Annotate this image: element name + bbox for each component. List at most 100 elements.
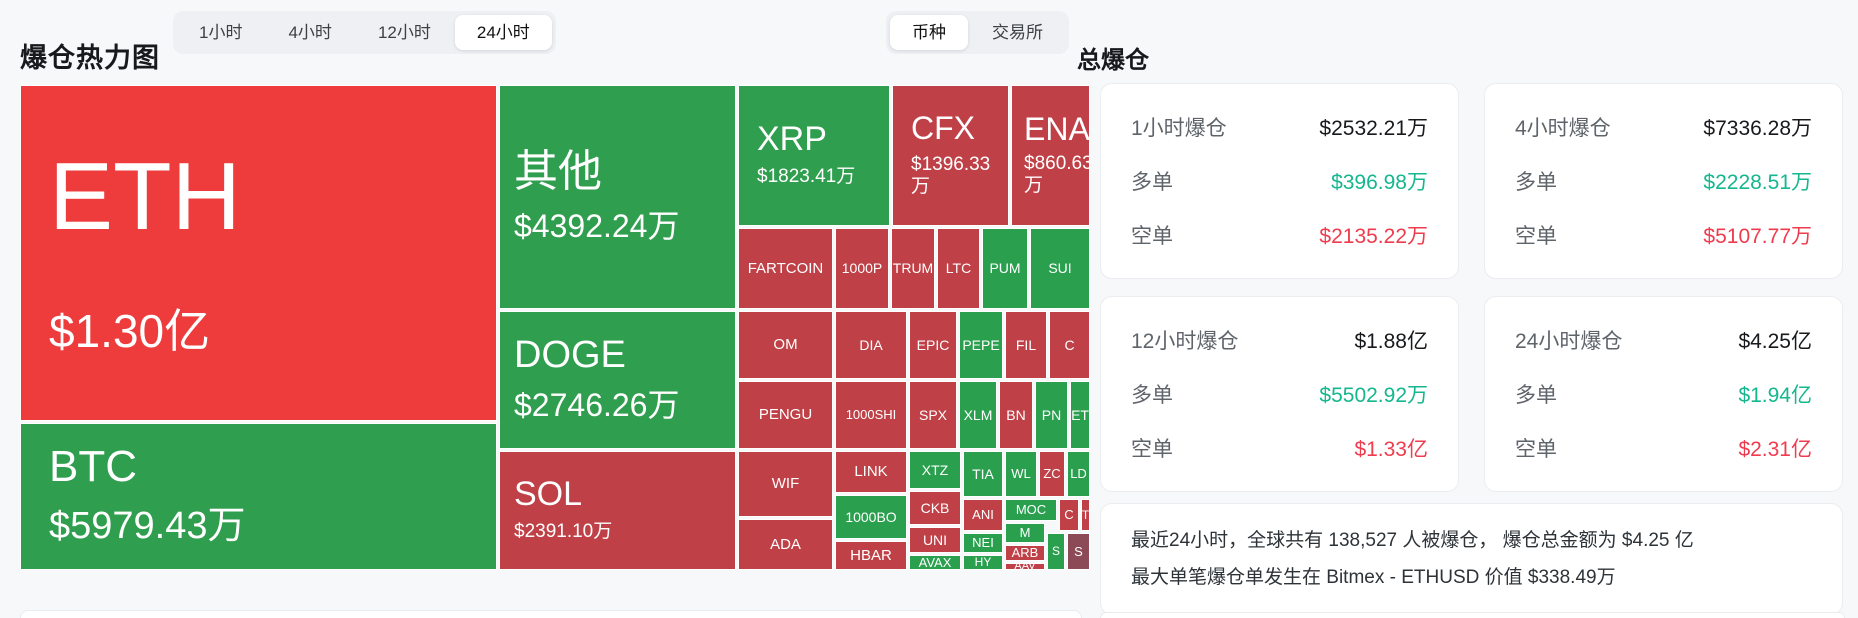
treemap-cell-dia[interactable]: DIA <box>835 311 907 379</box>
treemap-cell-ada[interactable]: ADA <box>738 519 833 570</box>
treemap-cell-c[interactable]: C <box>1059 499 1079 531</box>
treemap-cell-value: $5979.43万 <box>49 504 246 547</box>
treemap-cell-label: PN <box>1041 406 1062 423</box>
treemap-cell-label: ENA <box>1024 110 1090 147</box>
treemap-cell-label: PUM <box>989 260 1021 277</box>
toggle-coin[interactable]: 币种 <box>890 15 968 50</box>
treemap-cell-sol[interactable]: SOL $2391.10万 <box>499 451 736 570</box>
treemap-cell-link[interactable]: LINK <box>835 451 907 493</box>
treemap-cell-pum[interactable]: PUM <box>982 228 1028 309</box>
treemap-cell-uni[interactable]: UNI <box>909 527 961 553</box>
treemap-cell-fartcoin[interactable]: FARTCOIN <box>738 228 833 309</box>
treemap-cell-om[interactable]: OM <box>738 311 833 379</box>
treemap-cell-fil[interactable]: FIL <box>1005 311 1047 379</box>
stat-short-row: 空单 $1.33亿 <box>1131 433 1428 463</box>
treemap-cell-2[interactable]: 其他 $4392.24万 <box>499 85 736 309</box>
stat-label: 4小时爆仓 <box>1515 117 1611 140</box>
treemap-cell-label: ADA <box>770 535 801 553</box>
stat-total-row: 1小时爆仓 $2532.21万 <box>1131 112 1428 142</box>
view-toggle: 币种 交易所 <box>886 11 1069 54</box>
treemap-cell-label: HBAR <box>850 546 892 564</box>
treemap-cell-m[interactable]: M <box>1005 523 1045 543</box>
treemap-cell-label: 1000SHI <box>845 407 897 423</box>
treemap-cell-bn[interactable]: BN <box>999 381 1033 449</box>
stat-label: 空单 <box>1131 438 1173 461</box>
treemap-cell-cfx[interactable]: CFX $1396.33万 <box>892 85 1009 226</box>
treemap-cell-label: OM <box>773 336 798 354</box>
treemap-cell-xtz[interactable]: XTZ <box>909 451 961 489</box>
treemap-cell-eth[interactable]: ETH $1.30亿 <box>20 85 497 421</box>
treemap-cell-label: WIF <box>771 475 800 493</box>
liquidation-treemap: ETH $1.30亿 BTC $5979.43万 其他 $4392.24万 DOGE $274… <box>20 85 1090 570</box>
treemap-cell-nei[interactable]: NEI <box>963 533 1003 553</box>
treemap-cell-pengu[interactable]: PENGU <box>738 381 833 449</box>
treemap-cell-epic[interactable]: EPIC <box>909 311 957 379</box>
treemap-cell-pepe[interactable]: PEPE <box>959 311 1003 379</box>
treemap-cell-label: PENGU <box>758 406 813 424</box>
treemap-cell-aav[interactable]: AAV <box>1005 563 1045 570</box>
treemap-cell-btc[interactable]: BTC $5979.43万 <box>20 423 497 570</box>
stat-value: $1.94亿 <box>1738 384 1812 407</box>
treemap-cell-wif[interactable]: WIF <box>738 451 833 517</box>
treemap-cell-label: XRP <box>757 120 827 159</box>
treemap-cell-hbar[interactable]: HBAR <box>835 541 907 570</box>
stat-short-row: 空单 $2.31亿 <box>1515 433 1812 463</box>
treemap-cell-hy[interactable]: HY <box>963 555 1003 570</box>
treemap-cell-label: BN <box>1006 406 1026 423</box>
treemap-cell-wl[interactable]: WL <box>1005 451 1037 497</box>
stat-total-row: 24小时爆仓 $4.25亿 <box>1515 325 1812 355</box>
tab-1-hour[interactable]: 1小时 <box>177 15 264 50</box>
treemap-cell-xlm[interactable]: XLM <box>959 381 997 449</box>
treemap-cell-label: AVAX <box>918 555 952 570</box>
treemap-cell-label: S <box>1074 543 1083 559</box>
treemap-cell-sui[interactable]: SUI <box>1030 228 1090 309</box>
treemap-cell-1000p[interactable]: 1000P <box>835 228 889 309</box>
treemap-cell-label: 1000P <box>841 260 883 277</box>
treemap-cell-zc[interactable]: ZC <box>1039 451 1065 497</box>
treemap-cell-arb[interactable]: ARB <box>1005 545 1045 561</box>
stat-value: $2.31亿 <box>1738 438 1812 461</box>
treemap-cell-s[interactable]: S <box>1047 533 1065 570</box>
treemap-cell-ckb[interactable]: CKB <box>909 491 961 525</box>
stat-short-row: 空单 $5107.77万 <box>1515 220 1812 250</box>
treemap-cell-value: $2391.10万 <box>514 520 613 542</box>
stat-label: 多单 <box>1131 384 1173 407</box>
treemap-cell-value: $860.63万 <box>1024 152 1090 197</box>
stat-value: $5502.92万 <box>1319 384 1428 407</box>
treemap-cell-ld[interactable]: LD <box>1067 451 1090 497</box>
treemap-cell-avax[interactable]: AVAX <box>909 555 961 570</box>
treemap-cell-et[interactable]: ET <box>1070 381 1090 449</box>
treemap-cell-label: TRUM <box>892 260 934 277</box>
tab-4-hour[interactable]: 4小时 <box>266 15 353 50</box>
stat-value: $1.88亿 <box>1354 330 1428 353</box>
treemap-cell-trum[interactable]: TRUM <box>891 228 935 309</box>
treemap-cell-label: SOL <box>514 475 583 514</box>
tab-12-hour[interactable]: 12小时 <box>356 15 453 50</box>
tab-24-hour[interactable]: 24小时 <box>454 15 552 50</box>
treemap-cell-spx[interactable]: SPX <box>909 381 957 449</box>
treemap-cell-ltc[interactable]: LTC <box>937 228 980 309</box>
stat-value: $2532.21万 <box>1319 117 1428 140</box>
treemap-cell-xrp[interactable]: XRP $1823.41万 <box>738 85 890 226</box>
stat-value: $2135.22万 <box>1319 225 1428 248</box>
toggle-exchange[interactable]: 交易所 <box>970 15 1065 50</box>
treemap-cell-label: FIL <box>1015 336 1037 353</box>
treemap-cell-t[interactable]: T <box>1081 499 1090 531</box>
treemap-cell-ani[interactable]: ANI <box>963 499 1003 531</box>
stat-value: $396.98万 <box>1331 171 1428 194</box>
treemap-cell-pn[interactable]: PN <box>1035 381 1068 449</box>
treemap-cell-s[interactable]: S <box>1067 533 1090 570</box>
treemap-cell-moc[interactable]: MOC <box>1005 499 1057 521</box>
treemap-cell-1000shi[interactable]: 1000SHI <box>835 381 907 449</box>
summary-line-2: 最大单笔爆仓单发生在 Bitmex - ETHUSD 价值 $338.49万 <box>1131 567 1616 588</box>
page-title: 爆仓热力图 <box>20 43 160 74</box>
treemap-cell-ena[interactable]: ENA $860.63万 <box>1011 85 1090 226</box>
treemap-cell-label: DIA <box>859 336 883 353</box>
stat-label: 空单 <box>1131 225 1173 248</box>
treemap-cell-label: DOGE <box>514 333 626 376</box>
treemap-cell-c[interactable]: C <box>1049 311 1090 379</box>
treemap-cell-tia[interactable]: TIA <box>963 451 1003 497</box>
treemap-cell-doge[interactable]: DOGE $2746.26万 <box>499 311 736 449</box>
treemap-cell-1000bo[interactable]: 1000BO <box>835 495 907 539</box>
stat-value: $5107.77万 <box>1703 225 1812 248</box>
